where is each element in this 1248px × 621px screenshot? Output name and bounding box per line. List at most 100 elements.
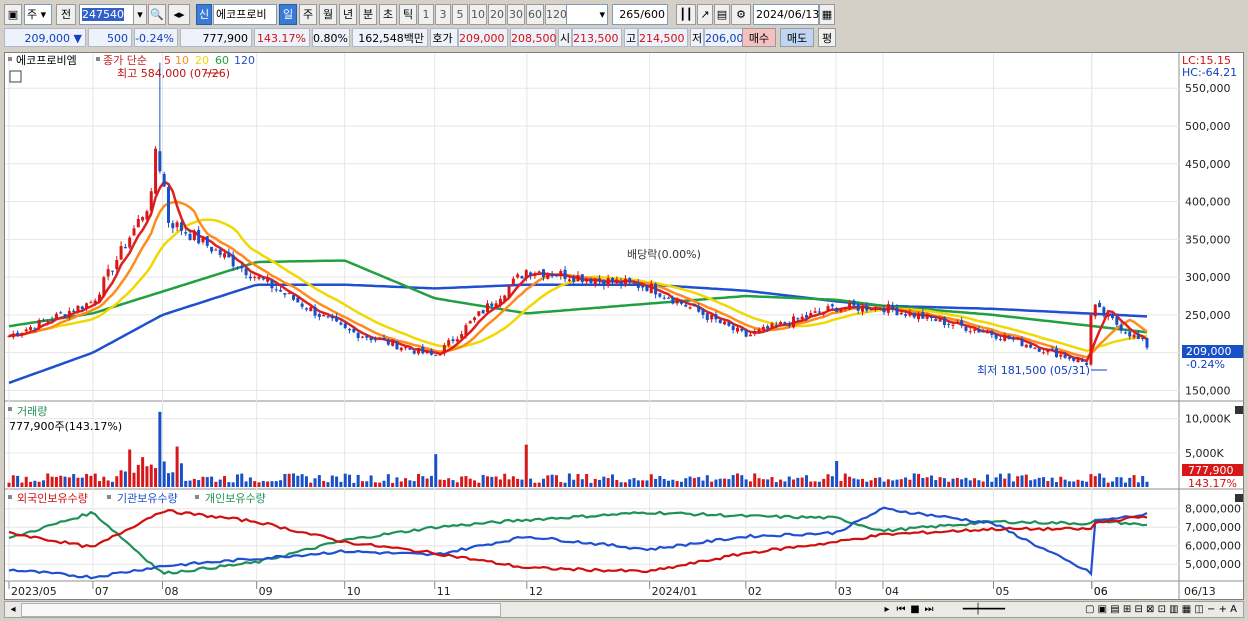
candle-body [498, 298, 502, 305]
candle-body [766, 326, 770, 329]
tab-2[interactable]: 월 [319, 4, 337, 25]
min-annotation: 최저 181,500 (05/31) [977, 364, 1090, 377]
candle-body [529, 272, 533, 276]
candle-body [1089, 314, 1093, 365]
volume-bar [1145, 481, 1149, 487]
volume-bar [955, 477, 959, 487]
volume-bar [386, 474, 390, 487]
interval-120[interactable]: 120 [545, 4, 567, 25]
volume-bar [1059, 476, 1063, 487]
tab-4[interactable]: 분 [359, 4, 377, 25]
bottom-scrollbar[interactable]: ◂ ▸ ⏮ ■ ⏭ ━━┿━━━━ ▢ ▣ ▤ ⊞ ⊟ ⊠ ⊡ ▥ ▦ ◫ − … [4, 601, 1244, 618]
candle-body [891, 305, 895, 310]
volume-bar [770, 477, 774, 487]
interval-1[interactable]: 1 [418, 4, 434, 25]
candle-type-icon[interactable]: ┃┃ [676, 4, 696, 25]
search-icon[interactable]: 🔍 [148, 4, 166, 25]
volume-bar [869, 480, 873, 487]
candle-body [442, 345, 446, 354]
interval-3[interactable]: 3 [435, 4, 451, 25]
tab-6[interactable]: 틱 [399, 4, 417, 25]
candle-body [1119, 324, 1123, 331]
sell-button[interactable]: 매도 [780, 28, 814, 47]
candle-body [339, 322, 343, 325]
interval-select[interactable]: ▾ [566, 4, 608, 25]
first-icon[interactable]: ⏮ [896, 604, 906, 615]
candle-body [110, 270, 114, 272]
tab-3[interactable]: 년 [339, 4, 357, 25]
prev-next-icon[interactable]: ◂▸ [168, 4, 190, 25]
table-toggle-icon[interactable] [9, 70, 22, 83]
candle-body [848, 302, 852, 310]
x-tick-label: 2024/01 [652, 585, 698, 598]
close-pane-icon[interactable] [1235, 406, 1243, 414]
interval-10[interactable]: 10 [469, 4, 487, 25]
candle-body [76, 305, 80, 312]
volume-title: 거래량 [17, 405, 47, 418]
high-cell: 214,500 [638, 28, 688, 47]
interval-60[interactable]: 60 [526, 4, 544, 25]
candle-body [1128, 331, 1132, 337]
volume-bar [692, 478, 696, 487]
volume-bar [873, 477, 877, 487]
code-input[interactable]: 247540 [79, 4, 135, 25]
tab-1[interactable]: 주 [299, 4, 317, 25]
settings-gear-icon[interactable]: ⚙ [731, 4, 751, 25]
volume-bar [606, 478, 610, 487]
volume-bar [1016, 476, 1020, 487]
volume-bar [98, 481, 102, 487]
volume-bar [257, 482, 261, 487]
buy-button[interactable]: 매수 [742, 28, 776, 47]
volume-bar [1136, 482, 1140, 487]
volume-bar [1042, 477, 1046, 487]
date-field[interactable]: 2024/06/13 [753, 4, 819, 25]
avg-button[interactable]: 평 [818, 28, 836, 47]
volume-bar [925, 477, 929, 487]
tab-5[interactable]: 초 [379, 4, 397, 25]
volume-bar [787, 476, 791, 487]
volume-bar [123, 471, 127, 487]
candle-body [455, 339, 459, 342]
draw-line-icon[interactable]: ↗ [697, 4, 713, 25]
candle-body [692, 305, 696, 307]
period-type-select[interactable]: 주 ▾ [24, 4, 52, 25]
candle-body [136, 218, 140, 228]
chart-area[interactable]: 550,000 500,000 450,000 400,000 350,000 300,0… [4, 52, 1244, 600]
volume-bar [37, 481, 41, 487]
volume-bar [498, 479, 502, 487]
interval-5[interactable]: 5 [452, 4, 468, 25]
scroll-thumb[interactable] [21, 603, 501, 617]
last-icon[interactable]: ⏭ [924, 604, 934, 615]
calendar-icon[interactable]: ▦ [819, 4, 835, 25]
volume-bar [447, 478, 451, 487]
interval-20[interactable]: 20 [488, 4, 506, 25]
candle-body [343, 323, 347, 329]
volume-bar [1089, 474, 1093, 487]
tool-icons[interactable]: ▢ ▣ ▤ ⊞ ⊟ ⊠ ⊡ ▥ ▦ ◫ − + A [1085, 604, 1237, 615]
save-icon[interactable]: ▤ [714, 4, 730, 25]
tab-0[interactable]: 일 [279, 4, 297, 25]
candle-body [287, 293, 291, 295]
stop-icon[interactable]: ■ [910, 604, 920, 615]
max-annotation: 최고 584,000 (07/26) [117, 67, 230, 80]
candle-body [792, 316, 796, 328]
scroll-right-icon[interactable]: ▸ [884, 604, 890, 615]
volume-bar [843, 473, 847, 487]
code-dropdown-icon[interactable]: ▾ [133, 4, 147, 25]
volume-bar [1037, 477, 1041, 487]
volume-bar [675, 481, 679, 487]
count-field[interactable]: 265/600 [612, 4, 668, 25]
interval-30[interactable]: 30 [507, 4, 525, 25]
candle-body [447, 340, 451, 346]
x-tick-label: 12 [529, 585, 543, 598]
zoom-slider[interactable]: ━━┿━━━━ [962, 604, 1006, 615]
candle-body [261, 278, 265, 280]
candle-body [63, 314, 67, 317]
candle-body [322, 314, 326, 317]
layout-icon[interactable]: ▣ [4, 4, 22, 25]
prev-button[interactable]: 전 [56, 4, 76, 25]
candle-body [425, 351, 429, 354]
volume-bar [80, 477, 84, 487]
scroll-left-icon[interactable]: ◂ [10, 604, 16, 615]
close-pane-icon[interactable] [1235, 494, 1243, 502]
